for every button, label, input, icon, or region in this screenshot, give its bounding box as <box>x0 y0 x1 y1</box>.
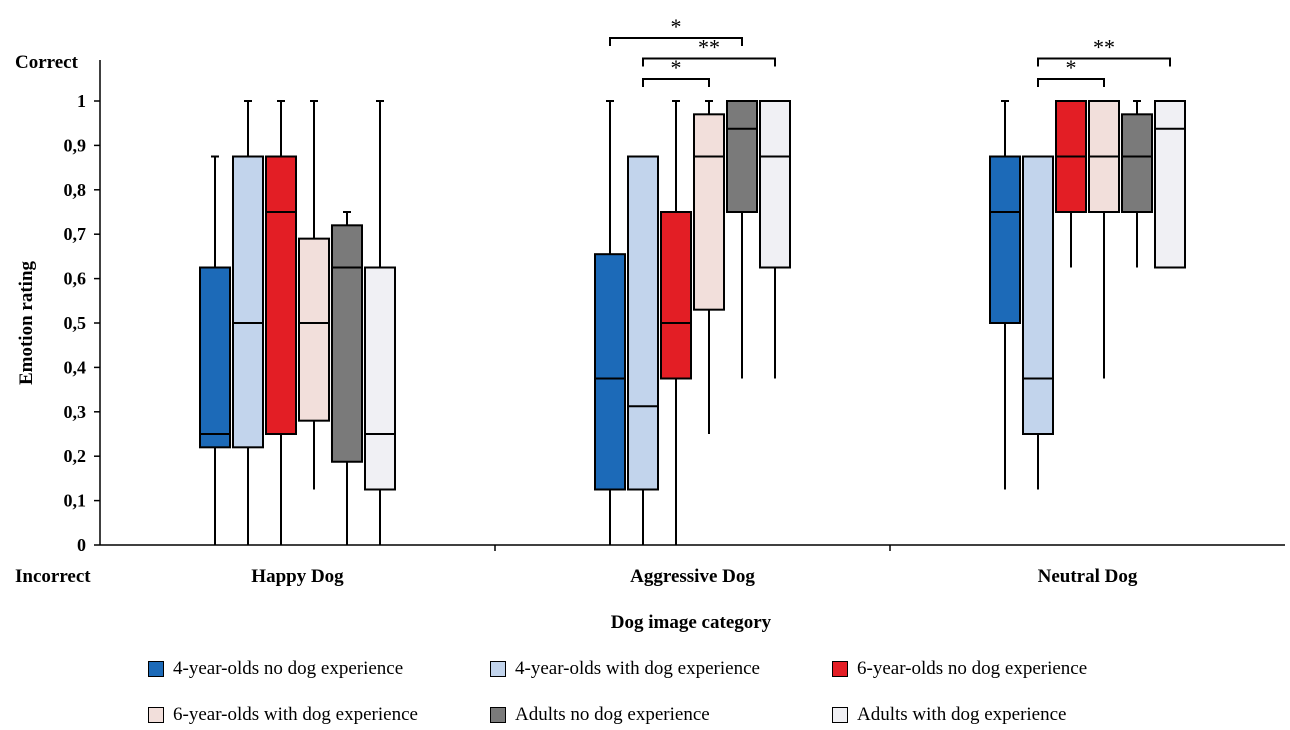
y-tick-label: 0,3 <box>64 402 87 422</box>
legend-item: 4-year-olds with dog experience <box>490 658 760 680</box>
legend-label: 4-year-olds no dog experience <box>173 658 404 679</box>
legend-item: 4-year-olds no dog experience <box>148 658 403 680</box>
significance-bracket <box>609 37 743 46</box>
legend-swatch <box>832 661 848 677</box>
y-tick-label: 0,9 <box>64 135 87 155</box>
box <box>331 224 363 463</box>
legend-item: 6-year-olds with dog experience <box>148 704 418 726</box>
legend-item: 6-year-olds no dog experience <box>832 658 1087 680</box>
box <box>660 211 692 380</box>
legend-label: 4-year-olds with dog experience <box>515 658 760 679</box>
box <box>298 237 330 422</box>
x-axis-title: Dog image category <box>611 612 772 633</box>
box <box>989 155 1021 324</box>
box <box>627 155 659 491</box>
legend-item: Adults with dog experience <box>832 704 1066 726</box>
legend-swatch <box>148 661 164 677</box>
y-tick-label: 0 <box>77 535 86 555</box>
box <box>759 100 791 269</box>
y-tick-label: 0,8 <box>64 180 87 200</box>
box <box>232 155 264 449</box>
box <box>364 266 396 491</box>
x-tick-label: Aggressive Dog <box>630 566 755 587</box>
significance-label: * <box>1066 55 1077 80</box>
y-tick-label: 0,2 <box>64 446 87 466</box>
y-tick-label: 0,4 <box>64 357 87 377</box>
y-tick-label: 0,7 <box>64 224 87 244</box>
legend-item: Adults no dog experience <box>490 704 710 726</box>
significance-label: ** <box>698 35 720 60</box>
legend-label: Adults no dog experience <box>515 704 710 725</box>
y-tick-label: 1 <box>77 91 86 111</box>
x-tick-label: Happy Dog <box>251 566 344 587</box>
box <box>199 266 231 449</box>
y-tick-label: 0,6 <box>64 269 87 289</box>
box-plot-chart: Correct Incorrect Emotion rating Dog ima… <box>15 14 1285 633</box>
legend-label: Adults with dog experience <box>857 704 1067 725</box>
significance-label: * <box>671 14 682 39</box>
significance-bracket <box>1037 78 1105 87</box>
box <box>693 113 725 311</box>
legend-label: 6-year-olds no dog experience <box>857 658 1088 679</box>
box <box>1154 100 1186 269</box>
significance-label: ** <box>1093 35 1115 60</box>
significance-bracket <box>1037 57 1171 67</box>
y-tick-label: 0,5 <box>64 313 87 333</box>
box <box>1121 113 1153 213</box>
legend-label: 6-year-olds with dog experience <box>173 704 418 725</box>
y-bottom-label: Incorrect <box>15 566 91 587</box>
significance-bracket <box>642 78 710 87</box>
y-tick-label: 0,1 <box>64 491 87 511</box>
box <box>265 155 297 435</box>
legend-swatch <box>148 707 164 723</box>
box <box>726 100 758 213</box>
x-tick-label: Neutral Dog <box>1038 566 1138 587</box>
legend-swatch <box>832 707 848 723</box>
significance-bracket <box>642 57 776 67</box>
legend-swatch <box>490 707 506 723</box>
legend-swatch <box>490 661 506 677</box>
y-axis-title: Emotion rating <box>16 260 37 385</box>
significance-label: * <box>671 55 682 80</box>
box <box>594 253 626 491</box>
y-top-label: Correct <box>15 52 79 73</box>
box <box>1022 155 1054 435</box>
